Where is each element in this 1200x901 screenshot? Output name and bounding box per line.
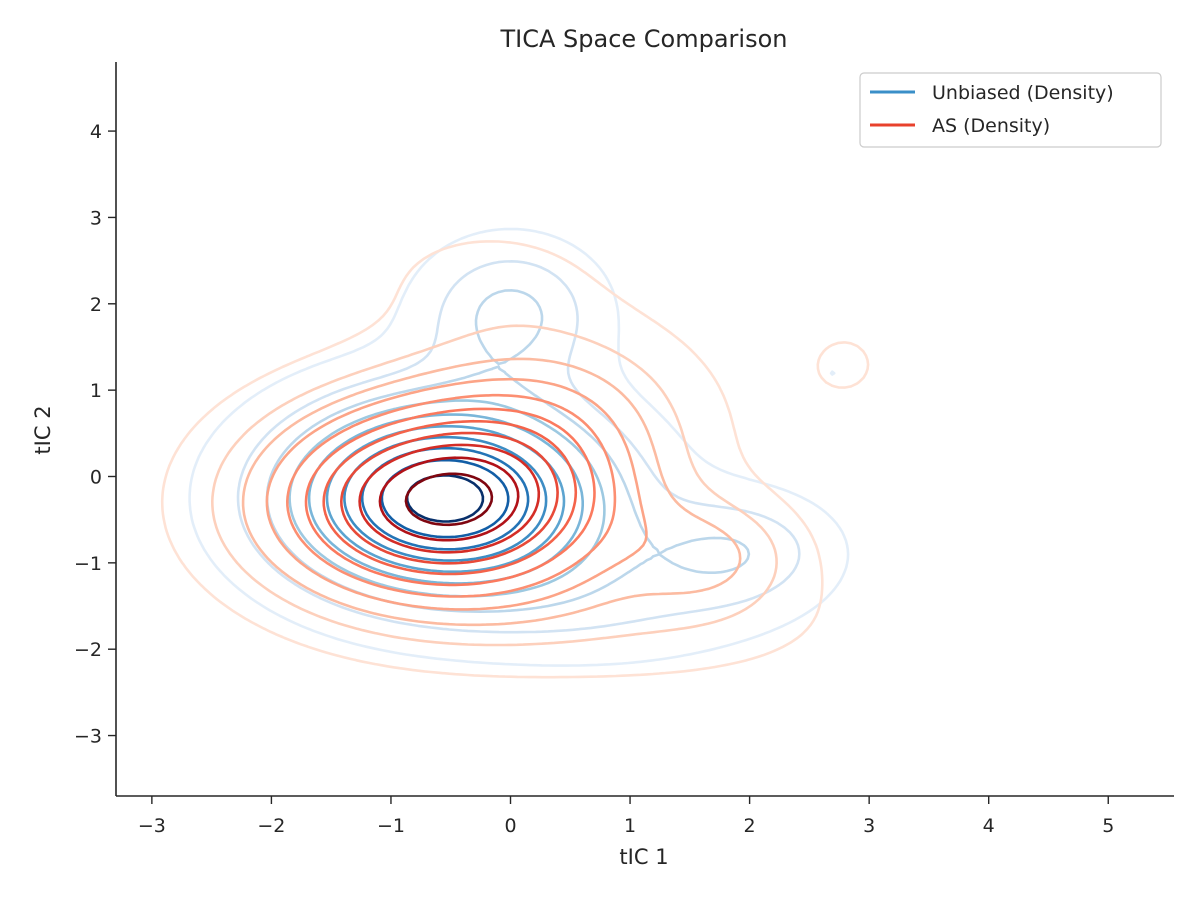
as-contour-level (304, 407, 596, 587)
as-contour-level (358, 443, 541, 554)
x-tick-label: −3 (138, 815, 166, 837)
as-contour-level (404, 472, 494, 527)
chart-title: TICA Space Comparison (499, 25, 787, 53)
x-tick-label: 2 (744, 815, 756, 837)
x-tick-label: 4 (983, 815, 995, 837)
y-tick-label: 0 (90, 466, 102, 488)
unbiased-contour-level (236, 260, 801, 634)
x-tick-label: −2 (257, 815, 285, 837)
as-contour-level (378, 456, 520, 542)
as-contour-level (160, 240, 870, 679)
legend-label-as: AS (Density) (932, 115, 1050, 137)
x-tick-label: 1 (624, 815, 636, 837)
legend-frame (859, 72, 1162, 148)
as-density-contours (160, 240, 870, 679)
y-tick-label: −1 (74, 553, 102, 575)
as-contour-level (241, 357, 742, 627)
y-tick-label: 1 (90, 380, 102, 402)
as-contour-level (211, 324, 778, 647)
y-tick-label: −3 (74, 726, 102, 748)
x-tick-label: 0 (504, 815, 516, 837)
y-tick-label: 3 (90, 207, 102, 229)
y-tick-label: 4 (90, 121, 102, 143)
legend: Unbiased (Density) AS (Density) (859, 72, 1162, 148)
as-contour-level (265, 377, 648, 611)
y-tick-label: 2 (90, 294, 102, 316)
as-contour-level (322, 419, 578, 576)
x-tick-label: 5 (1102, 815, 1114, 837)
unbiased-contour-level (188, 227, 850, 667)
unbiased-contour-level (265, 289, 751, 613)
as-contour-level (340, 431, 559, 565)
as-contour-level (286, 393, 617, 598)
x-ticks: −3 −2 −1 0 1 2 3 4 5 (138, 796, 1114, 837)
contour-layer (160, 227, 870, 679)
y-ticks: −3 −2 −1 0 1 2 3 4 (74, 121, 116, 748)
x-axis-title: tIC 1 (619, 845, 668, 869)
y-axis-title: tIC 2 (31, 405, 55, 454)
x-tick-label: −1 (377, 815, 405, 837)
y-tick-label: −2 (74, 639, 102, 661)
legend-label-unbiased: Unbiased (Density) (932, 82, 1114, 104)
x-tick-label: 3 (863, 815, 875, 837)
